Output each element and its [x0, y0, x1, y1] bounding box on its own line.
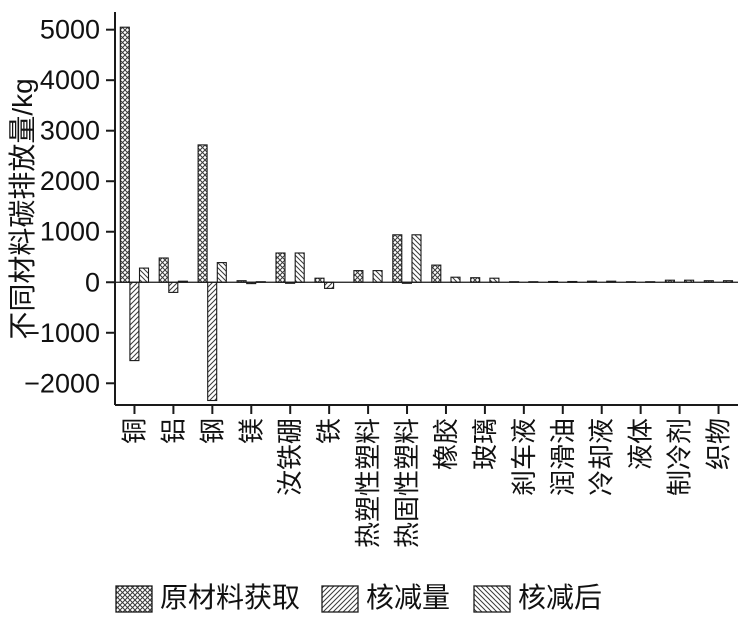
bar-raw-material [625, 281, 637, 283]
bar-raw-material [197, 144, 208, 283]
y-tick-label: 1000 [40, 217, 100, 247]
legend-label: 原材料获取 [160, 582, 300, 613]
bar-deduction [324, 281, 335, 289]
bar-raw-material [548, 280, 559, 283]
bar-raw-material [392, 234, 403, 283]
bar-deduction [207, 281, 218, 402]
bar-after-deduction [138, 267, 150, 283]
bar-after-deduction [255, 281, 266, 283]
bar-after-deduction [450, 276, 461, 283]
x-tick-label: 热固性塑料 [392, 418, 422, 548]
y-tick-label: 0 [85, 267, 100, 297]
bar-after-deduction [684, 279, 695, 283]
y-tick-label: 3000 [40, 116, 100, 146]
bar-after-deduction [294, 252, 305, 283]
bar-after-deduction [489, 277, 500, 283]
x-tick-label: 铝 [158, 418, 188, 444]
bar-deduction [168, 281, 179, 293]
x-tick-label: 铁 [314, 418, 344, 444]
y-axis-title: 不同材料碳排放量/kg [7, 78, 38, 339]
x-tick-label: 冷却液 [587, 418, 617, 496]
bar-after-deduction [528, 281, 539, 283]
bar-after-deduction [606, 280, 617, 283]
bar-deduction [285, 281, 296, 284]
bar-after-deduction [177, 280, 188, 283]
x-tick-label: 汝铁硼 [275, 418, 305, 496]
bar-raw-material [431, 264, 442, 283]
bar-raw-material [236, 280, 247, 283]
bar-deduction [129, 281, 140, 362]
bar-raw-material [586, 280, 598, 283]
bar-after-deduction [722, 280, 734, 283]
cross-swatch-icon [115, 585, 153, 613]
x-tick-label: 润滑油 [548, 418, 578, 496]
legend-label: 核减后 [518, 582, 602, 613]
bar-raw-material [509, 281, 520, 283]
y-tick-label: 5000 [40, 15, 100, 45]
legend-label: 核减量 [366, 582, 450, 613]
bar-raw-material [275, 252, 286, 283]
bar-raw-material [353, 270, 364, 283]
x-tick-label: 钢 [197, 418, 227, 444]
bar-deduction [246, 281, 257, 285]
x-tick-label: 铜 [119, 418, 149, 444]
x-tick-label: 橡胶 [431, 418, 461, 470]
bar-after-deduction [567, 280, 578, 283]
forward-diagonal-swatch-icon [321, 585, 359, 613]
bar-raw-material [470, 277, 481, 283]
x-tick-label: 热塑性塑料 [353, 418, 383, 548]
y-tick-label: −1000 [24, 318, 100, 348]
x-tick-label: 镁 [236, 418, 266, 444]
x-tick-label: 玻璃 [470, 418, 500, 470]
x-tick-label: 液体 [626, 418, 656, 470]
y-tick-label: −2000 [24, 368, 100, 398]
bar-after-deduction [372, 270, 383, 283]
bar-raw-material [664, 279, 675, 283]
bar-raw-material [314, 277, 325, 283]
bar-after-deduction [216, 262, 227, 283]
back-diagonal-swatch-icon [473, 585, 511, 613]
bar-deduction [401, 281, 412, 284]
bar-after-deduction [645, 281, 656, 283]
y-tick-label: 4000 [40, 65, 100, 95]
x-tick-label: 刹车液 [509, 418, 539, 496]
bar-raw-material [703, 280, 714, 283]
bar-raw-material [158, 257, 169, 283]
x-tick-label: 织物 [704, 418, 734, 470]
bar-after-deduction [411, 234, 422, 283]
y-tick-label: 2000 [40, 166, 100, 196]
x-tick-label: 制冷剂 [665, 418, 695, 496]
bar-raw-material [119, 26, 130, 283]
